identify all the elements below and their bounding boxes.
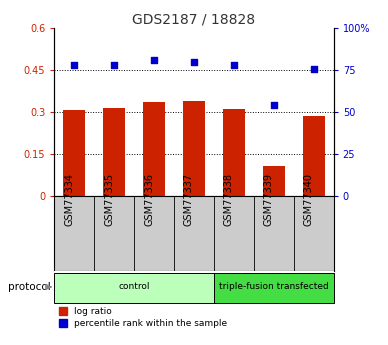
Text: triple-fusion transfected: triple-fusion transfected — [219, 283, 329, 292]
Point — [191, 59, 197, 65]
Bar — [263, 167, 285, 196]
Title: GDS2187 / 18828: GDS2187 / 18828 — [132, 12, 256, 27]
Point — [111, 63, 117, 68]
Text: GSM77334: GSM77334 — [64, 173, 74, 226]
Point — [271, 102, 277, 108]
Point — [151, 58, 157, 63]
Bar — [223, 109, 245, 196]
Text: GSM77340: GSM77340 — [304, 173, 314, 226]
Bar — [103, 108, 125, 196]
Text: protocol: protocol — [9, 282, 51, 292]
Bar — [183, 100, 205, 196]
Bar — [54, 273, 214, 303]
Legend: log ratio, percentile rank within the sample: log ratio, percentile rank within the sa… — [59, 307, 227, 328]
Bar — [303, 116, 325, 196]
Text: GSM77339: GSM77339 — [264, 173, 274, 226]
Point — [231, 63, 237, 68]
Bar — [143, 102, 165, 196]
Text: control: control — [118, 283, 150, 292]
Point — [311, 66, 317, 72]
Point — [71, 63, 77, 68]
Text: GSM77335: GSM77335 — [104, 173, 114, 226]
Text: GSM77338: GSM77338 — [224, 173, 234, 226]
Text: GSM77336: GSM77336 — [144, 173, 154, 226]
Bar — [63, 110, 85, 196]
Text: GSM77337: GSM77337 — [184, 173, 194, 226]
Bar — [214, 273, 334, 303]
